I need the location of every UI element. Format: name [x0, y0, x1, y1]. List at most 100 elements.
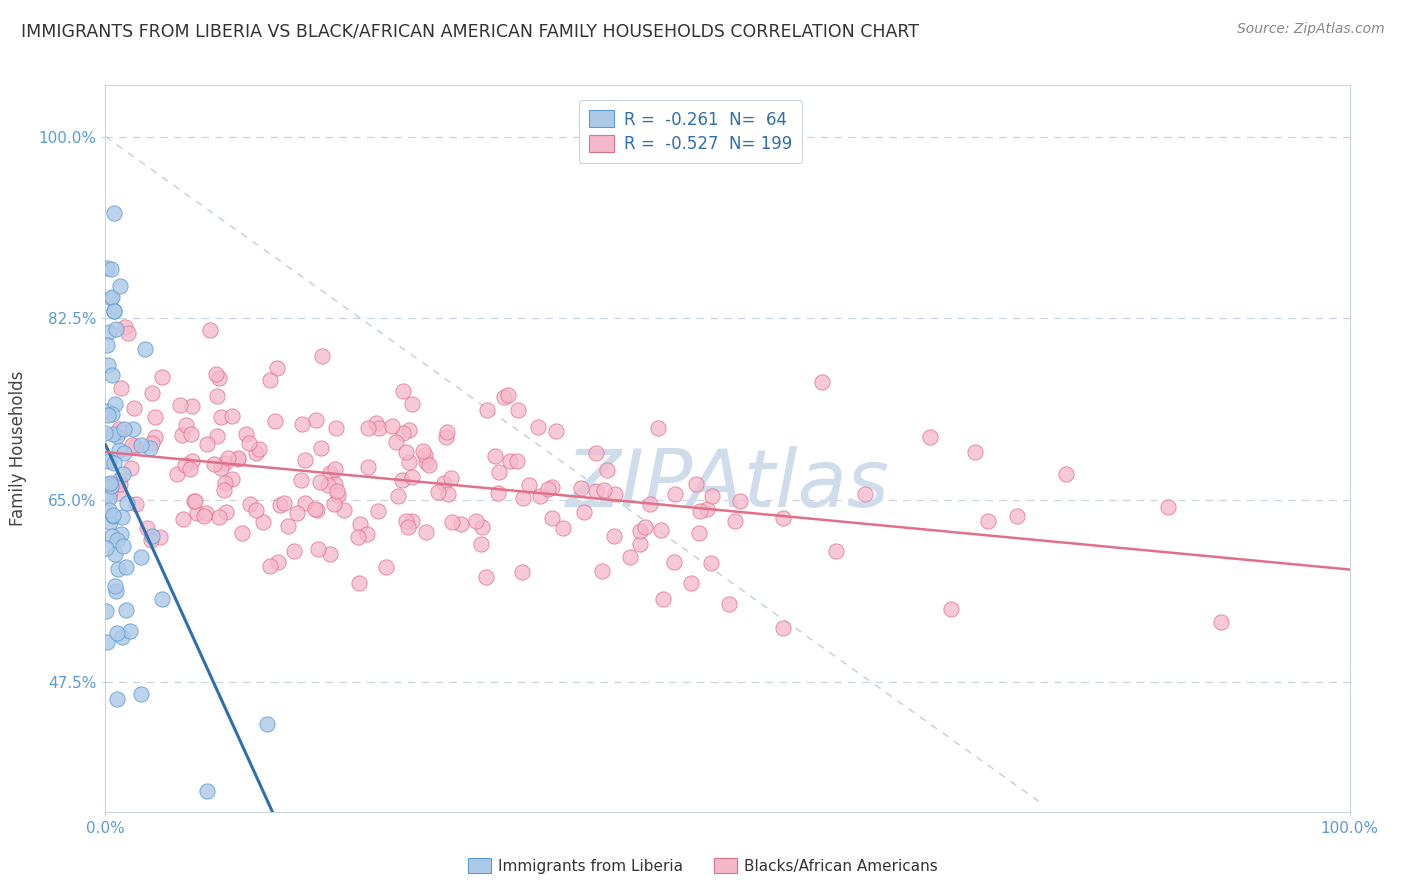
Point	[368, 421, 391, 435]
Point	[141, 385, 163, 400]
Point	[259, 559, 281, 574]
Point	[662, 555, 685, 569]
Point	[718, 597, 741, 611]
Point	[100, 291, 122, 305]
Point	[103, 303, 125, 318]
Point	[98, 454, 121, 468]
Point	[685, 476, 707, 491]
Point	[173, 458, 195, 473]
Point	[634, 519, 657, 533]
Point	[108, 442, 131, 457]
Point	[209, 460, 232, 475]
Point	[221, 472, 243, 486]
Point	[309, 441, 332, 455]
Point	[180, 454, 202, 468]
Text: IMMIGRANTS FROM LIBERIA VS BLACK/AFRICAN AMERICAN FAMILY HOUSEHOLDS CORRELATION : IMMIGRANTS FROM LIBERIA VS BLACK/AFRICAN…	[21, 22, 920, 40]
Point	[488, 466, 510, 480]
Point	[231, 525, 253, 540]
Point	[112, 422, 135, 436]
Point	[110, 477, 132, 491]
Point	[603, 486, 626, 500]
Point	[825, 543, 848, 558]
Point	[585, 484, 607, 499]
Point	[259, 372, 281, 386]
Point	[307, 503, 329, 517]
Point	[110, 527, 132, 541]
Point	[730, 494, 752, 508]
Point	[141, 435, 163, 450]
Point	[1157, 500, 1180, 515]
Point	[603, 529, 626, 543]
Point	[114, 320, 136, 334]
Point	[322, 497, 344, 511]
Point	[97, 409, 120, 423]
Point	[512, 491, 534, 505]
Point	[326, 484, 349, 499]
Point	[356, 526, 378, 541]
Point	[323, 477, 346, 491]
Point	[277, 519, 299, 533]
Point	[415, 524, 437, 539]
Point	[551, 521, 574, 535]
Text: Source: ZipAtlas.com: Source: ZipAtlas.com	[1237, 22, 1385, 37]
Point	[506, 403, 529, 417]
Point	[94, 488, 117, 502]
Point	[640, 497, 662, 511]
Point	[305, 413, 328, 427]
Point	[505, 454, 527, 468]
Point	[311, 349, 333, 363]
Point	[291, 417, 314, 431]
Point	[679, 576, 702, 591]
Point	[193, 508, 215, 523]
Point	[94, 426, 117, 441]
Point	[100, 478, 122, 492]
Point	[150, 369, 173, 384]
Point	[148, 530, 170, 544]
Point	[115, 603, 138, 617]
Point	[238, 436, 260, 450]
Point	[103, 508, 125, 523]
Point	[101, 407, 124, 421]
Point	[166, 467, 188, 482]
Point	[96, 604, 118, 618]
Point	[308, 475, 330, 490]
Point	[273, 495, 295, 509]
Point	[96, 338, 118, 352]
Point	[103, 205, 125, 219]
Point	[108, 422, 131, 436]
Point	[226, 452, 249, 467]
Point	[650, 523, 672, 537]
Point	[349, 517, 371, 532]
Point	[112, 467, 135, 481]
Point	[619, 549, 641, 564]
Point	[101, 368, 124, 382]
Point	[252, 515, 274, 529]
Point	[105, 626, 128, 640]
Point	[470, 537, 492, 551]
Point	[96, 404, 118, 418]
Point	[208, 510, 231, 524]
Point	[269, 498, 291, 512]
Point	[319, 547, 342, 561]
Point	[122, 401, 145, 416]
Point	[415, 455, 437, 469]
Point	[211, 409, 233, 424]
Point	[125, 497, 148, 511]
Point	[426, 485, 449, 500]
Point	[117, 326, 139, 340]
Point	[97, 503, 120, 517]
Point	[1209, 615, 1232, 629]
Point	[202, 457, 225, 471]
Point	[105, 429, 128, 443]
Point	[319, 466, 342, 480]
Point	[347, 575, 370, 590]
Point	[592, 483, 614, 497]
Point	[117, 496, 139, 510]
Point	[139, 533, 162, 548]
Point	[100, 479, 122, 493]
Point	[110, 279, 132, 293]
Point	[396, 519, 419, 533]
Point	[212, 483, 235, 497]
Point	[471, 519, 494, 533]
Point	[591, 564, 613, 578]
